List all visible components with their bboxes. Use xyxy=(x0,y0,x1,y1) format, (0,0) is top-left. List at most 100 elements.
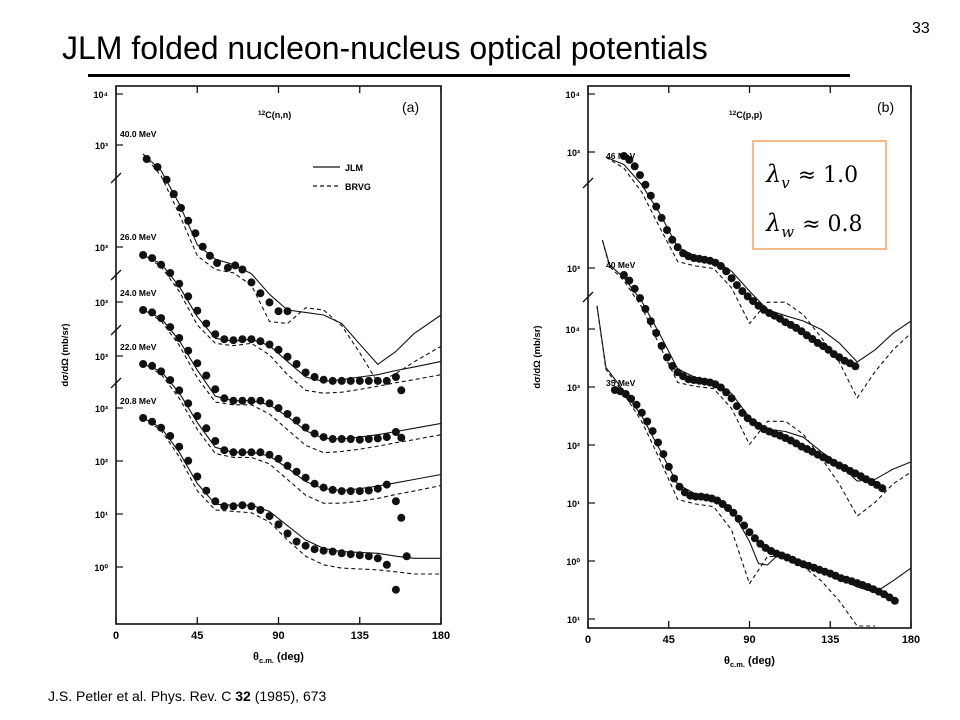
data-point xyxy=(229,502,238,511)
series-20-8-MeV: 20.8 MeV 10³ 10² 10¹ 10⁰ xyxy=(94,396,441,594)
data-point xyxy=(364,435,373,443)
annotation-box xyxy=(752,140,887,250)
data-point xyxy=(274,307,283,316)
axis-break xyxy=(110,377,122,389)
data-point xyxy=(391,428,400,436)
data-point xyxy=(319,433,328,442)
energy-label: 35 MeV xyxy=(606,378,636,388)
data-point xyxy=(283,307,292,316)
axis-break xyxy=(582,177,594,189)
data-point xyxy=(364,376,373,385)
data-point xyxy=(346,487,355,496)
data-point xyxy=(641,180,650,189)
data-point xyxy=(724,504,732,512)
axis-break xyxy=(582,291,594,303)
data-point xyxy=(238,265,247,274)
data-point xyxy=(346,550,355,559)
x-tick-label: 45 xyxy=(191,630,203,642)
jlm-curve xyxy=(142,153,442,365)
data-point xyxy=(193,472,202,481)
x-tick-label: 0 xyxy=(113,630,119,642)
brvg-curve xyxy=(142,309,442,454)
data-point xyxy=(283,410,292,418)
data-point xyxy=(139,360,148,368)
jlm-curve xyxy=(596,305,912,594)
data-point xyxy=(382,480,391,489)
y-tick-label: 10⁴ xyxy=(94,90,108,100)
y-tick-label: 10³ xyxy=(95,298,108,308)
x-tick-label: 90 xyxy=(743,634,755,646)
data-point xyxy=(283,461,292,470)
data-point xyxy=(177,203,185,212)
data-point xyxy=(648,427,657,436)
data-point xyxy=(328,435,337,443)
data-point xyxy=(722,267,731,276)
data-point xyxy=(169,190,178,198)
data-point xyxy=(139,251,148,259)
data-point xyxy=(157,314,166,323)
series-40-MeV: 40 MeV 10³ xyxy=(567,239,912,517)
data-point xyxy=(625,276,634,285)
data-point xyxy=(247,502,256,511)
data-point xyxy=(256,506,265,514)
jlm-curve xyxy=(142,417,441,559)
data-point xyxy=(220,335,229,344)
data-point xyxy=(301,368,310,377)
data-point xyxy=(355,376,364,385)
data-point xyxy=(673,243,682,252)
brvg-curve xyxy=(601,239,912,517)
data-point xyxy=(247,278,256,287)
axis-break xyxy=(110,172,122,184)
data-point xyxy=(382,433,391,442)
data-point xyxy=(732,281,741,290)
data-point xyxy=(668,235,677,244)
data-point xyxy=(391,497,400,506)
data-point xyxy=(247,335,256,344)
data-point xyxy=(211,497,220,506)
data-point xyxy=(283,352,292,361)
y-tick-label: 10³ xyxy=(95,243,108,253)
data-point xyxy=(220,446,229,455)
data-point xyxy=(148,308,157,317)
data-point xyxy=(139,306,148,314)
x-tick-label: 90 xyxy=(272,630,284,642)
data-point xyxy=(663,226,671,235)
data-point xyxy=(630,284,639,293)
data-point xyxy=(630,162,639,171)
y-axis-label: dσ/dΩ (mb/sr) xyxy=(532,325,543,388)
data-point xyxy=(238,335,247,344)
data-point xyxy=(641,304,650,313)
y-axis-label: dσ/dΩ (mb/sr) xyxy=(60,323,71,386)
data-point xyxy=(750,534,759,543)
data-point xyxy=(619,271,628,279)
data-point xyxy=(364,486,373,495)
legend-label-brvg: BRVG xyxy=(345,182,371,192)
y-tick-label: 10⁰ xyxy=(566,557,580,567)
data-point xyxy=(734,514,743,523)
page-number: 33 xyxy=(912,20,930,37)
data-point xyxy=(265,399,274,408)
data-point xyxy=(310,545,319,554)
data-point xyxy=(292,537,301,546)
citation: J.S. Petler et al. Phys. Rev. C 32 (1985… xyxy=(48,688,326,704)
data-point xyxy=(256,396,265,405)
lambda-w: λw ≈ 0.8 xyxy=(765,209,862,241)
y-tick-label: 10⁴ xyxy=(566,90,580,100)
data-point xyxy=(148,417,157,426)
y-tick-label: 10¹ xyxy=(567,499,580,509)
reaction-label: 12C(n,n) xyxy=(258,110,291,120)
data-point xyxy=(659,450,668,459)
data-point xyxy=(749,297,758,306)
energy-label: 40 MeV xyxy=(606,260,636,270)
data-point xyxy=(166,269,175,277)
x-tick-label: 135 xyxy=(821,634,839,646)
data-point xyxy=(191,229,200,238)
data-point xyxy=(184,456,193,465)
panel-letter: (b) xyxy=(877,99,894,115)
data-point xyxy=(328,547,337,556)
brvg-curve xyxy=(142,153,442,384)
x-tick-label: 0 xyxy=(585,634,591,646)
data-point xyxy=(664,462,673,471)
data-point xyxy=(346,435,355,443)
data-point xyxy=(636,294,644,303)
